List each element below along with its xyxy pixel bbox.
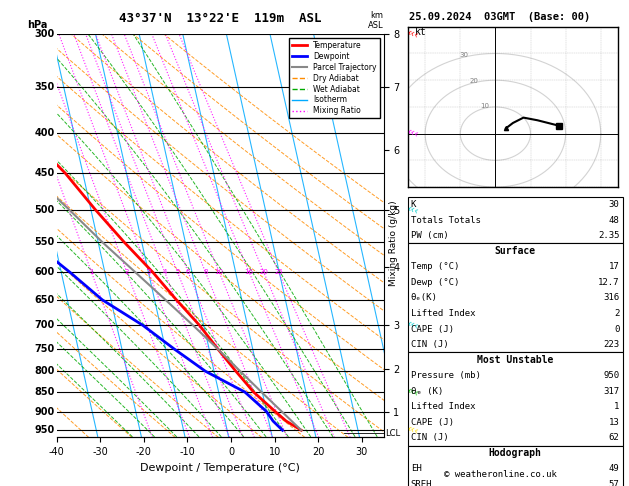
- Text: 800: 800: [34, 366, 55, 376]
- Text: 20: 20: [470, 78, 479, 84]
- Text: 25: 25: [274, 269, 283, 275]
- Text: Temp (°C): Temp (°C): [411, 262, 459, 271]
- Text: Hodograph: Hodograph: [489, 449, 542, 458]
- Text: 900: 900: [34, 407, 55, 417]
- Text: EH: EH: [411, 465, 421, 473]
- Text: 13: 13: [609, 418, 620, 427]
- Text: 8: 8: [203, 269, 208, 275]
- Text: 17: 17: [609, 262, 620, 271]
- Text: 30: 30: [459, 52, 468, 58]
- Text: 650: 650: [34, 295, 55, 305]
- Text: Lifted Index: Lifted Index: [411, 309, 476, 318]
- Text: Totals Totals: Totals Totals: [411, 216, 481, 225]
- Text: 5: 5: [175, 269, 180, 275]
- Text: 57: 57: [609, 480, 620, 486]
- Text: 850: 850: [34, 387, 55, 397]
- Text: 350: 350: [34, 82, 55, 92]
- Text: 2: 2: [614, 309, 620, 318]
- Text: PW (cm): PW (cm): [411, 231, 448, 240]
- Text: © weatheronline.co.uk: © weatheronline.co.uk: [443, 469, 557, 479]
- Text: CIN (J): CIN (J): [411, 340, 448, 349]
- Text: 49: 49: [609, 465, 620, 473]
- Text: 750: 750: [34, 344, 55, 354]
- Text: 1: 1: [614, 402, 620, 411]
- Text: 16: 16: [245, 269, 253, 275]
- Text: CAPE (J): CAPE (J): [411, 325, 454, 333]
- Text: ‹‹‹: ‹‹‹: [405, 126, 419, 139]
- Text: 3: 3: [147, 269, 151, 275]
- Text: 6: 6: [186, 269, 191, 275]
- Text: 62: 62: [609, 434, 620, 442]
- Text: 0: 0: [614, 325, 620, 333]
- Text: 316: 316: [603, 294, 620, 302]
- Text: 43°37'N  13°22'E  119m  ASL: 43°37'N 13°22'E 119m ASL: [119, 12, 321, 25]
- Text: 20: 20: [259, 269, 268, 275]
- Text: 950: 950: [34, 425, 55, 435]
- Text: Most Unstable: Most Unstable: [477, 355, 554, 365]
- Text: LCL: LCL: [385, 429, 400, 437]
- Text: Surface: Surface: [494, 246, 536, 256]
- Text: ‹‹‹: ‹‹‹: [405, 424, 419, 437]
- Text: 4: 4: [162, 269, 167, 275]
- Text: 2.35: 2.35: [598, 231, 620, 240]
- Text: Pressure (mb): Pressure (mb): [411, 371, 481, 380]
- Text: ‹‹‹: ‹‹‹: [405, 27, 419, 41]
- Text: θₑ(K): θₑ(K): [411, 294, 438, 302]
- Text: 10: 10: [214, 269, 224, 275]
- Text: 223: 223: [603, 340, 620, 349]
- Text: 25.09.2024  03GMT  (Base: 00): 25.09.2024 03GMT (Base: 00): [409, 12, 591, 22]
- Text: CIN (J): CIN (J): [411, 434, 448, 442]
- Text: Dewp (°C): Dewp (°C): [411, 278, 459, 287]
- Text: 10: 10: [481, 103, 489, 109]
- Text: SREH: SREH: [411, 480, 432, 486]
- Text: kt: kt: [415, 27, 426, 37]
- Text: K: K: [411, 200, 416, 209]
- Text: hPa: hPa: [27, 20, 48, 30]
- Text: CAPE (J): CAPE (J): [411, 418, 454, 427]
- Text: 48: 48: [609, 216, 620, 225]
- Text: 450: 450: [34, 168, 55, 178]
- Text: 1: 1: [89, 269, 94, 275]
- X-axis label: Dewpoint / Temperature (°C): Dewpoint / Temperature (°C): [140, 463, 300, 473]
- Text: ‹‹‹: ‹‹‹: [405, 319, 419, 332]
- Text: 600: 600: [34, 267, 55, 278]
- Text: ‹‹‹: ‹‹‹: [405, 203, 419, 216]
- Text: 950: 950: [603, 371, 620, 380]
- Text: 2: 2: [125, 269, 129, 275]
- Text: Mixing Ratio (g/kg): Mixing Ratio (g/kg): [389, 200, 398, 286]
- Text: ‹‹‹: ‹‹‹: [405, 385, 419, 399]
- Text: 317: 317: [603, 387, 620, 396]
- Legend: Temperature, Dewpoint, Parcel Trajectory, Dry Adiabat, Wet Adiabat, Isotherm, Mi: Temperature, Dewpoint, Parcel Trajectory…: [289, 38, 380, 119]
- Text: 30: 30: [609, 200, 620, 209]
- Text: Lifted Index: Lifted Index: [411, 402, 476, 411]
- Text: 12.7: 12.7: [598, 278, 620, 287]
- Text: 300: 300: [34, 29, 55, 39]
- Text: km
ASL: km ASL: [368, 11, 384, 30]
- Text: 500: 500: [34, 205, 55, 215]
- Text: θₑ (K): θₑ (K): [411, 387, 443, 396]
- Text: 700: 700: [34, 320, 55, 330]
- Text: 400: 400: [34, 128, 55, 138]
- Text: 550: 550: [34, 237, 55, 247]
